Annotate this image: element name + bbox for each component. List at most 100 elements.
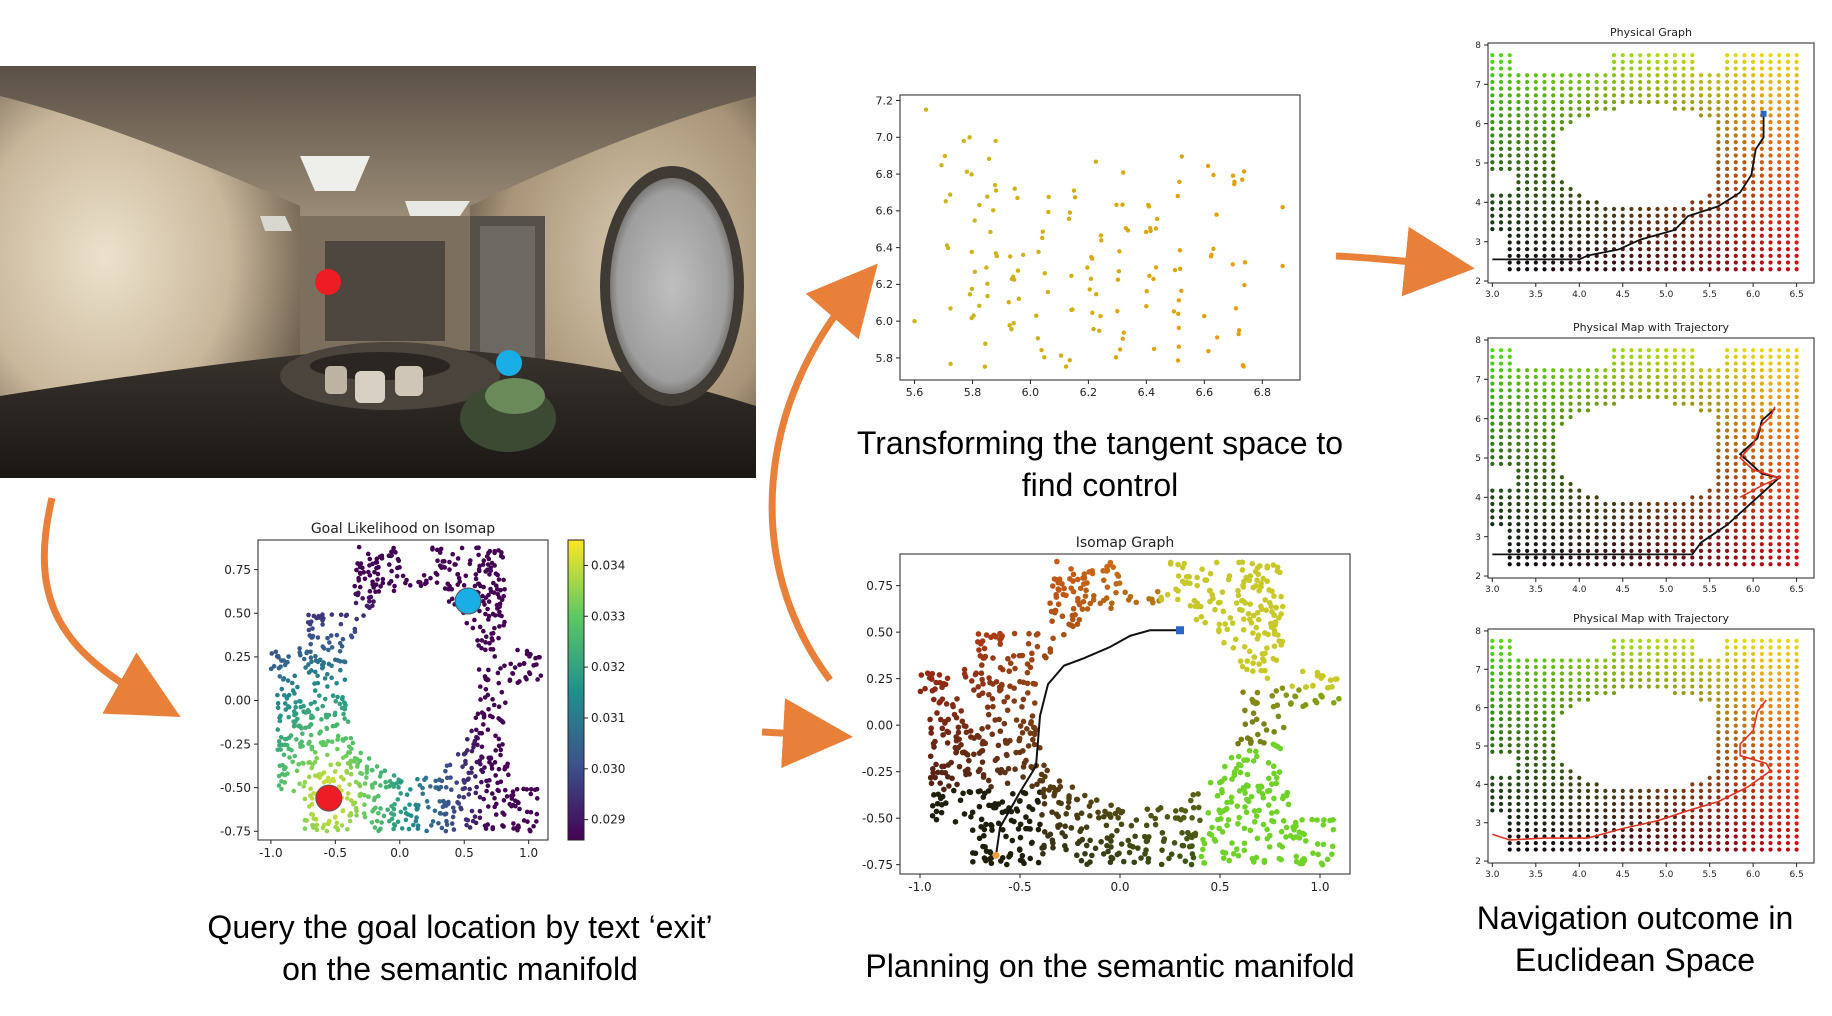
map-point (1759, 79, 1764, 85)
likelihood-point (354, 616, 359, 622)
map-point (1724, 782, 1730, 787)
isomap-point (1051, 576, 1058, 582)
goal_likelihood-x-tick-label: 0.0 (390, 846, 409, 860)
map-point (1498, 743, 1504, 748)
isomap-point (929, 813, 936, 819)
map-point (1751, 535, 1756, 540)
tangent-point (984, 265, 989, 270)
likelihood-point (490, 647, 496, 652)
map-point (1498, 53, 1504, 58)
tangent_space-y-tick-label: 6.8 (876, 168, 894, 181)
isomap-point (1240, 598, 1246, 604)
likelihood-point (282, 701, 288, 706)
map-point (1507, 53, 1512, 58)
physical_map_trajectory_1-x-tick-label: 6.0 (1746, 585, 1761, 595)
map-point (1768, 461, 1773, 467)
map-point (1638, 638, 1643, 643)
map-point (1490, 106, 1495, 111)
likelihood-point (402, 806, 408, 811)
map-point (1646, 671, 1651, 676)
map-point (1559, 697, 1564, 702)
likelihood-point (446, 586, 451, 592)
map-point (1603, 821, 1608, 826)
map-point (1785, 542, 1791, 547)
isomap-point (1092, 845, 1099, 852)
map-point (1533, 528, 1538, 533)
isomap-point (966, 788, 973, 795)
isomap-point (922, 685, 928, 692)
map-point (1759, 756, 1764, 761)
map-point (1777, 677, 1782, 683)
map-point (1490, 160, 1495, 165)
isomap-point (1253, 753, 1260, 760)
map-point (1507, 119, 1512, 125)
isomap-point (1197, 817, 1203, 824)
isomap-point (1265, 760, 1272, 766)
map-point (1733, 495, 1738, 500)
map-point (1498, 348, 1504, 353)
map-point (1707, 788, 1712, 793)
isomap-point (1241, 840, 1248, 847)
physical_map_trajectory_1-x-tick-label: 5.0 (1659, 585, 1674, 595)
map-point (1551, 697, 1556, 702)
likelihood-point (281, 766, 287, 772)
isomap-point (952, 818, 959, 825)
map-point (1629, 827, 1634, 833)
map-point (1794, 840, 1799, 846)
isomap-point (1020, 696, 1027, 703)
map-point (1785, 354, 1791, 359)
isomap-point (1009, 837, 1016, 844)
isomap-point (1182, 858, 1189, 864)
tangent-point (1011, 321, 1016, 326)
map-point (1507, 847, 1512, 852)
map-point (1742, 840, 1747, 846)
map-point (1759, 233, 1764, 238)
isomap-point (1193, 616, 1200, 623)
tangent-point (993, 251, 999, 256)
start-marker (315, 784, 343, 812)
isomap-point (1310, 682, 1316, 689)
map-point (1577, 220, 1582, 225)
isomap-point (1100, 851, 1107, 857)
map-point (1777, 690, 1782, 696)
isomap-point (980, 843, 986, 850)
map-point (1698, 388, 1704, 393)
isomap-point (975, 684, 981, 690)
arrow-likelihood-to-isomap (761, 698, 853, 769)
map-point (1724, 348, 1730, 353)
isomap-point (980, 771, 987, 778)
map-point (1551, 200, 1556, 205)
map-point (1733, 651, 1738, 657)
map-point (1724, 361, 1730, 366)
map-point (1794, 847, 1799, 852)
likelihood-point (312, 688, 318, 693)
isomap-point (1031, 731, 1038, 738)
likelihood-point (338, 667, 343, 673)
map-point (1507, 428, 1512, 433)
map-point (1594, 495, 1599, 500)
map-point (1585, 501, 1591, 507)
map-point (1603, 401, 1608, 406)
likelihood-point (362, 814, 368, 820)
map-point (1603, 508, 1608, 513)
map-point (1525, 381, 1530, 386)
map-point (1516, 153, 1521, 158)
map-point (1629, 233, 1634, 238)
likelihood-point (358, 791, 364, 797)
map-point (1533, 542, 1538, 547)
map-point (1568, 535, 1573, 540)
colorbar-tick-label: 0.029 (591, 813, 625, 827)
map-point (1542, 535, 1547, 540)
map-point (1603, 368, 1608, 373)
map-point (1516, 421, 1521, 426)
map-point (1611, 548, 1617, 553)
map-point (1533, 173, 1538, 178)
map-point (1655, 651, 1660, 657)
map-point (1611, 840, 1617, 846)
tangent-point (1179, 288, 1184, 293)
map-point (1498, 106, 1504, 111)
likelihood-point (493, 748, 498, 753)
likelihood-point (477, 815, 483, 821)
map-point (1525, 548, 1530, 553)
isomap-point (1212, 838, 1219, 844)
